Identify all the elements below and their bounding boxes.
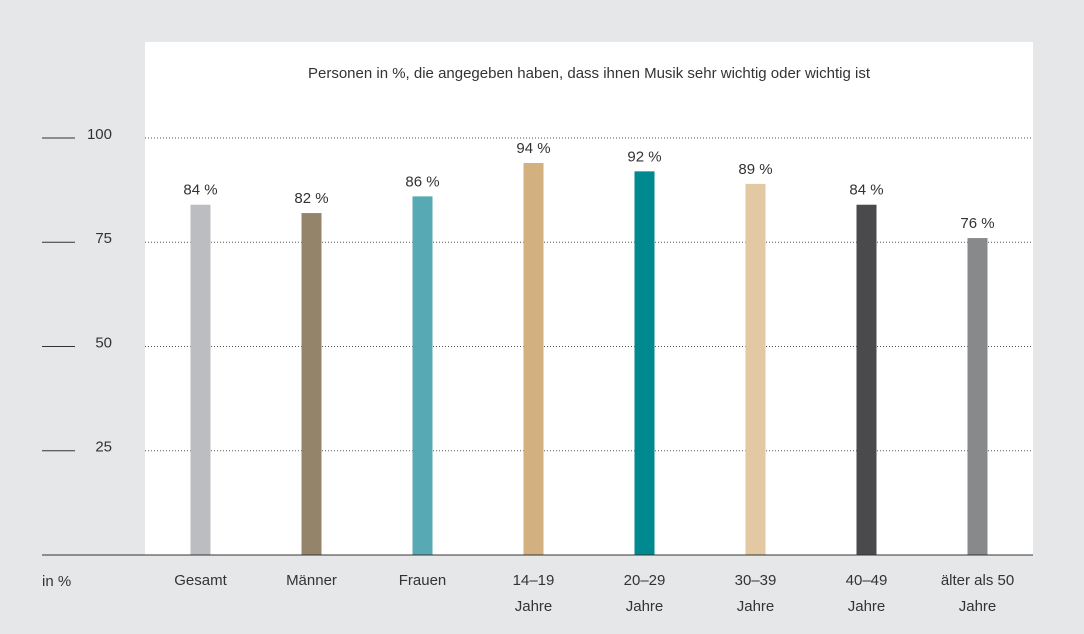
y-axis-label: in %	[42, 573, 71, 590]
value-label: 92 %	[627, 148, 661, 165]
bar	[523, 163, 544, 555]
value-label: 84 %	[183, 182, 217, 199]
plot-area	[145, 42, 1033, 555]
value-label: 76 %	[960, 215, 994, 232]
chart-title: Personen in %, die angegeben haben, dass…	[308, 65, 871, 82]
bar	[634, 171, 655, 556]
x-tick-label: Gesamt	[174, 572, 227, 589]
x-tick-label: 30–39 Jahre	[734, 572, 777, 615]
bar	[190, 204, 211, 555]
y-tick-label: 75	[95, 230, 112, 247]
bar	[412, 196, 433, 555]
x-tick-label: Frauen	[398, 572, 447, 589]
bar	[301, 213, 322, 555]
bar	[967, 238, 988, 555]
x-tick-label: älter als 50 Jahre	[940, 572, 1015, 615]
x-tick-label: 20–29 Jahre	[623, 572, 666, 615]
bar	[856, 204, 877, 555]
value-label: 89 %	[738, 161, 772, 178]
x-tick-label: Männer	[286, 572, 337, 589]
value-label: 82 %	[294, 190, 328, 207]
x-tick-label: 40–49 Jahre	[845, 572, 888, 615]
value-label: 84 %	[849, 182, 883, 199]
bar	[745, 183, 766, 555]
value-label: 86 %	[405, 173, 439, 190]
y-tick-label: 25	[95, 439, 112, 456]
y-tick-label: 50	[95, 334, 112, 351]
value-label: 94 %	[516, 140, 550, 157]
y-tick-label: 100	[87, 126, 112, 143]
x-tick-label: 14–19 Jahre	[512, 572, 555, 615]
